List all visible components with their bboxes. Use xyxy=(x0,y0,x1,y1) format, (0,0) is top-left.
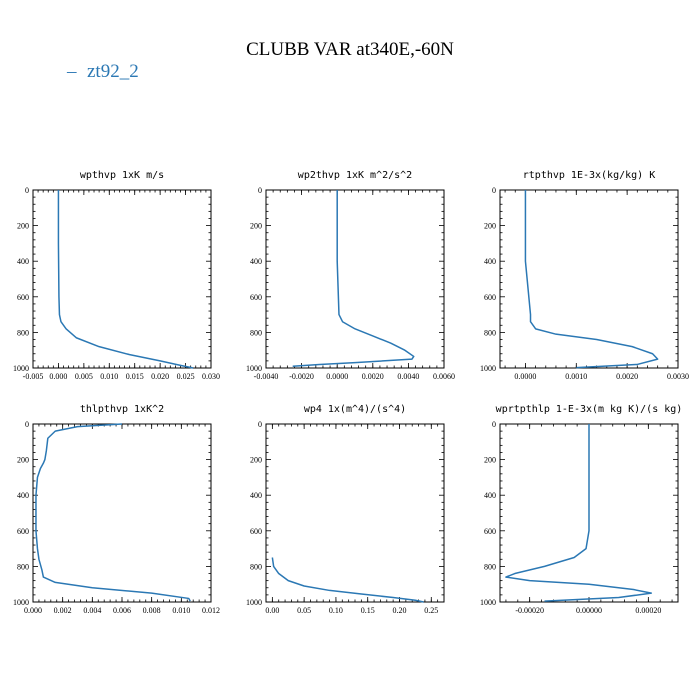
x-tick-label: 0.0060 xyxy=(433,372,455,381)
x-tick-label: -0.0020 xyxy=(289,372,314,381)
panels: wpthvp 1xK m/s-0.005 0.000 0.005 0.010 0.015… xyxy=(13,170,689,615)
y-tick-label: 200 xyxy=(250,456,262,465)
x-tick-label: 0.000 xyxy=(49,372,67,381)
y-tick-label: 800 xyxy=(250,328,262,337)
x-tick-label: 0.005 xyxy=(75,372,93,381)
y-tick-label: 0 xyxy=(492,420,496,429)
panel-4-title: thlpthvp 1xK^2 xyxy=(80,404,164,415)
y-tick-label: 600 xyxy=(250,293,262,302)
x-tick-label: 0.006 xyxy=(113,606,131,615)
panel-2: wp2thvp 1xK m^2/s^2 -0.0040 -0.0020 0.0000 0… xyxy=(246,170,455,381)
series-line-zt92_2 xyxy=(292,190,415,367)
x-tick-label: 0.002 xyxy=(54,606,72,615)
y-tick-label: 0 xyxy=(258,186,262,195)
y-tick-label: 400 xyxy=(484,257,496,266)
panel-5-title: wp4 1x(m^4)/(s^4) xyxy=(304,404,406,415)
panel-3-frame xyxy=(499,189,679,369)
x-tick-label: 0.00020 xyxy=(635,606,661,615)
y-tick-label: 0 xyxy=(492,186,496,195)
panel-2-title: wp2thvp 1xK m^2/s^2 xyxy=(298,170,412,181)
y-tick-label: 1000 xyxy=(480,598,496,607)
y-tick-label: 600 xyxy=(17,527,29,536)
y-tick-label: 1000 xyxy=(480,364,496,373)
x-tick-label: 0.25 xyxy=(424,606,438,615)
y-tick-label: 400 xyxy=(250,257,262,266)
panel-2-frame xyxy=(265,189,445,369)
panel-5-frame xyxy=(265,423,445,603)
x-tick-label: 0.20 xyxy=(393,606,407,615)
y-tick-label: 1000 xyxy=(246,598,262,607)
legend-label: zt92_2 xyxy=(87,61,139,82)
x-tick-label: 0.00000 xyxy=(576,606,602,615)
figure-title: CLUBB VAR at340E,-60N xyxy=(246,39,454,60)
panel-1: wpthvp 1xK m/s -0.005 0.000 0.005 0.010 0.015… xyxy=(13,170,220,381)
y-tick-label: 0 xyxy=(25,420,29,429)
y-tick-label: 800 xyxy=(484,328,496,337)
x-tick-label: 0.010 xyxy=(100,372,118,381)
y-tick-label: 600 xyxy=(250,527,262,536)
panel-6: wprtpthlp 1-E-3x(m kg K)/(s kg) -0.00020 0… xyxy=(480,404,682,615)
y-tick-label: 1000 xyxy=(13,364,29,373)
x-tick-label: 0.008 xyxy=(143,606,161,615)
y-tick-label: 600 xyxy=(484,527,496,536)
y-tick-label: 400 xyxy=(17,257,29,266)
x-tick-label: 0.10 xyxy=(329,606,343,615)
y-tick-label: 200 xyxy=(17,222,29,231)
x-tick-label: 0.15 xyxy=(361,606,375,615)
y-tick-label: 1000 xyxy=(246,364,262,373)
y-tick-label: 800 xyxy=(484,562,496,571)
y-tick-label: 800 xyxy=(250,562,262,571)
x-tick-label: 0.0000 xyxy=(514,372,536,381)
x-tick-label: 0.05 xyxy=(297,606,311,615)
legend: – zt92_2 xyxy=(66,61,139,82)
y-tick-label: 600 xyxy=(17,293,29,302)
series-line-zt92_2 xyxy=(524,190,659,369)
panel-6-title: wprtpthlp 1-E-3x(m kg K)/(s kg) xyxy=(496,404,683,415)
x-tick-label: 0.00 xyxy=(265,606,279,615)
x-tick-label: -0.00020 xyxy=(515,606,544,615)
x-tick-label: 0.000 xyxy=(24,606,42,615)
y-tick-label: 200 xyxy=(250,222,262,231)
panel-3: rtpthvp 1E-3x(kg/kg) K 0.0000 0.0010 0.0020… xyxy=(480,170,689,381)
x-tick-label: 0.020 xyxy=(151,372,169,381)
panel-5: wp4 1x(m^4)/(s^4) 0.00 0.05 0.10 0.15 0.20 0.2… xyxy=(246,404,445,615)
y-tick-label: 0 xyxy=(258,420,262,429)
x-tick-label: 0.030 xyxy=(202,372,220,381)
series-line-zt92_2 xyxy=(35,423,191,602)
x-tick-label: 0.0020 xyxy=(362,372,384,381)
x-tick-label: 0.025 xyxy=(177,372,195,381)
x-tick-label: -0.0040 xyxy=(254,372,279,381)
y-tick-label: 1000 xyxy=(13,598,29,607)
y-tick-label: 200 xyxy=(484,456,496,465)
legend-marker: – xyxy=(66,61,77,82)
x-tick-label: -0.005 xyxy=(23,372,44,381)
x-tick-label: 0.0020 xyxy=(616,372,638,381)
y-tick-label: 400 xyxy=(484,491,496,500)
x-tick-label: 0.012 xyxy=(202,606,220,615)
series-line-zt92_2 xyxy=(57,190,194,369)
series-line-zt92_2 xyxy=(505,424,653,602)
series-line-zt92_2 xyxy=(271,557,424,603)
panel-4-frame xyxy=(32,423,212,603)
panel-1-frame xyxy=(32,189,212,369)
panel-4: thlpthvp 1xK^2 0.000 0.002 0.004 0.006 0.008 0… xyxy=(13,404,220,615)
x-tick-label: 0.0010 xyxy=(565,372,587,381)
y-tick-label: 200 xyxy=(484,222,496,231)
panel-1-title: wpthvp 1xK m/s xyxy=(80,170,164,181)
x-tick-label: 0.0000 xyxy=(326,372,348,381)
y-tick-label: 0 xyxy=(25,186,29,195)
y-tick-label: 400 xyxy=(250,491,262,500)
y-tick-label: 200 xyxy=(17,456,29,465)
y-tick-label: 800 xyxy=(17,562,29,571)
panel-3-title: rtpthvp 1E-3x(kg/kg) K xyxy=(523,170,655,181)
x-tick-label: 0.015 xyxy=(126,372,144,381)
x-tick-label: 0.0040 xyxy=(397,372,419,381)
y-tick-label: 800 xyxy=(17,328,29,337)
x-tick-label: 0.010 xyxy=(172,606,190,615)
y-tick-label: 600 xyxy=(484,293,496,302)
x-tick-label: 0.004 xyxy=(83,606,101,615)
x-tick-label: 0.0030 xyxy=(667,372,689,381)
y-tick-label: 400 xyxy=(17,491,29,500)
